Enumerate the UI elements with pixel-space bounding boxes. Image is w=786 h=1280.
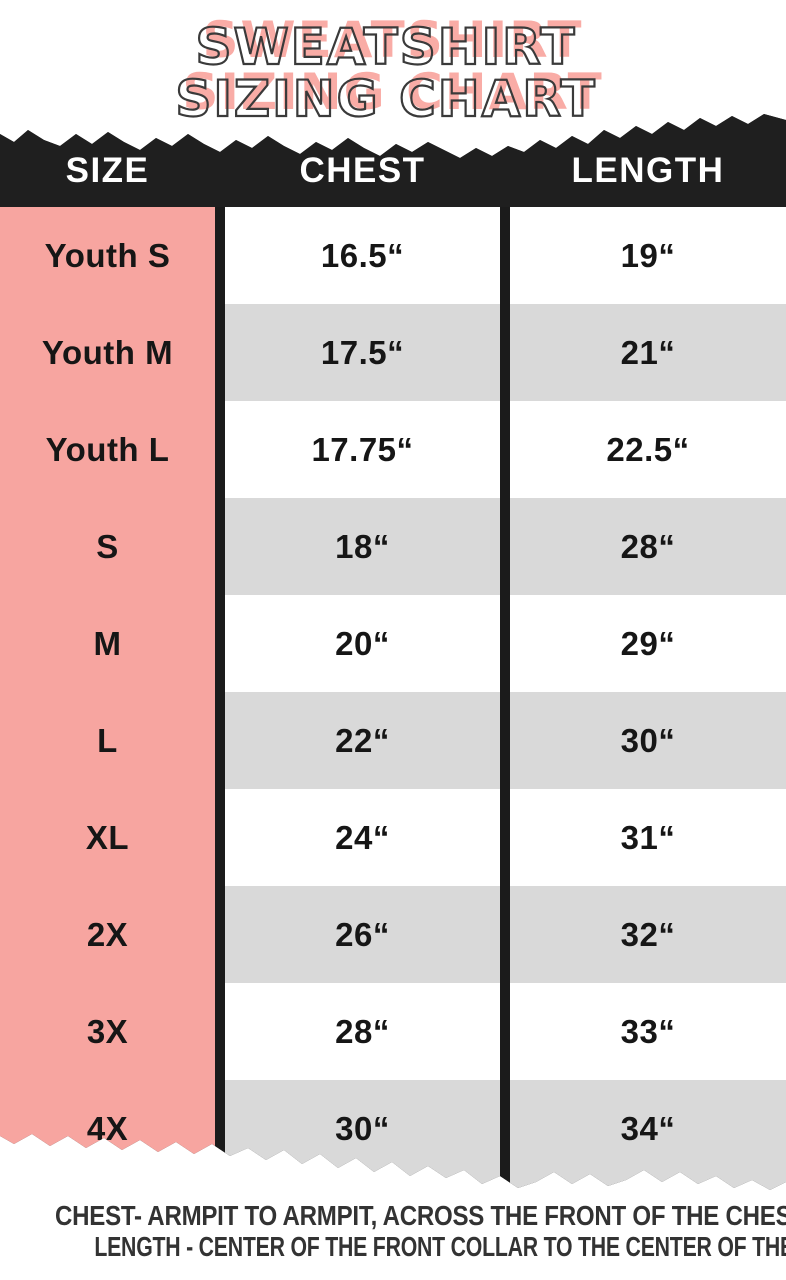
cell-size: Youth S	[0, 207, 215, 304]
table-row-l: L 22“ 30“	[0, 692, 786, 789]
table-row-xl: XL 24“ 31“	[0, 789, 786, 886]
column-divider	[215, 207, 225, 1190]
cell-length: 19“	[510, 207, 786, 304]
page-title: SWEATSHIRT SIZING CHART SWEATSHIRT SIZIN…	[0, 0, 786, 126]
column-divider	[500, 207, 510, 1190]
cell-length: 22.5“	[510, 401, 786, 498]
cell-chest: 17.75“	[225, 401, 500, 498]
table-body: Youth S 16.5“ 19“ Youth M 17.5“ 21“ Yout…	[0, 207, 786, 1190]
cell-chest: 16.5“	[225, 207, 500, 304]
footer-notes: CHEST- ARMPIT TO ARMPIT, ACROSS THE FRON…	[0, 1200, 786, 1262]
cell-length: 30“	[510, 692, 786, 789]
table-row-4x: 4X 30“ 34“	[0, 1080, 786, 1177]
cell-length: 34“	[510, 1080, 786, 1177]
cell-size: Youth L	[0, 401, 215, 498]
cell-chest: 17.5“	[225, 304, 500, 401]
cell-length: 33“	[510, 983, 786, 1080]
cell-size: 2X	[0, 886, 215, 983]
sizing-table: SIZE CHEST LENGTH Youth S 16.5“ 19“ Yout…	[0, 114, 786, 1190]
header-cell-size: SIZE	[65, 151, 150, 190]
header-cell-length: LENGTH	[571, 151, 725, 190]
cell-size: L	[0, 692, 215, 789]
table-row-youth-m: Youth M 17.5“ 21“	[0, 304, 786, 401]
cell-chest: 22“	[225, 692, 500, 789]
table-row-s: S 18“ 28“	[0, 498, 786, 595]
cell-size: Youth M	[0, 304, 215, 401]
page-title-line1: SWEATSHIRT	[202, 11, 584, 69]
table-row-3x: 3X 28“ 33“	[0, 983, 786, 1080]
cell-chest: 24“	[225, 789, 500, 886]
cell-chest: 28“	[225, 983, 500, 1080]
page-title-line2: SIZING CHART	[182, 63, 604, 121]
table-row-2x: 2X 26“ 32“	[0, 886, 786, 983]
table-row-m: M 20“ 29“	[0, 595, 786, 692]
footer-note-length: LENGTH - CENTER OF THE FRONT COLLAR TO T…	[94, 1231, 786, 1262]
torn-edge-filler	[0, 1177, 786, 1190]
cell-length: 32“	[510, 886, 786, 983]
table-row-youth-l: Youth L 17.75“ 22.5“	[0, 401, 786, 498]
page-title-fill: SWEATSHIRT SIZING CHART	[0, 14, 786, 118]
cell-length: 28“	[510, 498, 786, 595]
cell-chest: 30“	[225, 1080, 500, 1177]
table-row-youth-s: Youth S 16.5“ 19“	[0, 207, 786, 304]
cell-size: M	[0, 595, 215, 692]
cell-size: S	[0, 498, 215, 595]
footer-note-chest: CHEST- ARMPIT TO ARMPIT, ACROSS THE FRON…	[55, 1200, 786, 1231]
cell-length: 31“	[510, 789, 786, 886]
cell-length: 21“	[510, 304, 786, 401]
cell-chest: 26“	[225, 886, 500, 983]
header-cell-chest: CHEST	[299, 151, 426, 190]
cell-length: 29“	[510, 595, 786, 692]
page-title-outline: SWEATSHIRT SIZING CHART	[174, 18, 597, 128]
cell-size: XL	[0, 789, 215, 886]
cell-size: 3X	[0, 983, 215, 1080]
cell-chest: 18“	[225, 498, 500, 595]
cell-size: 4X	[0, 1080, 215, 1177]
cell-chest: 20“	[225, 595, 500, 692]
